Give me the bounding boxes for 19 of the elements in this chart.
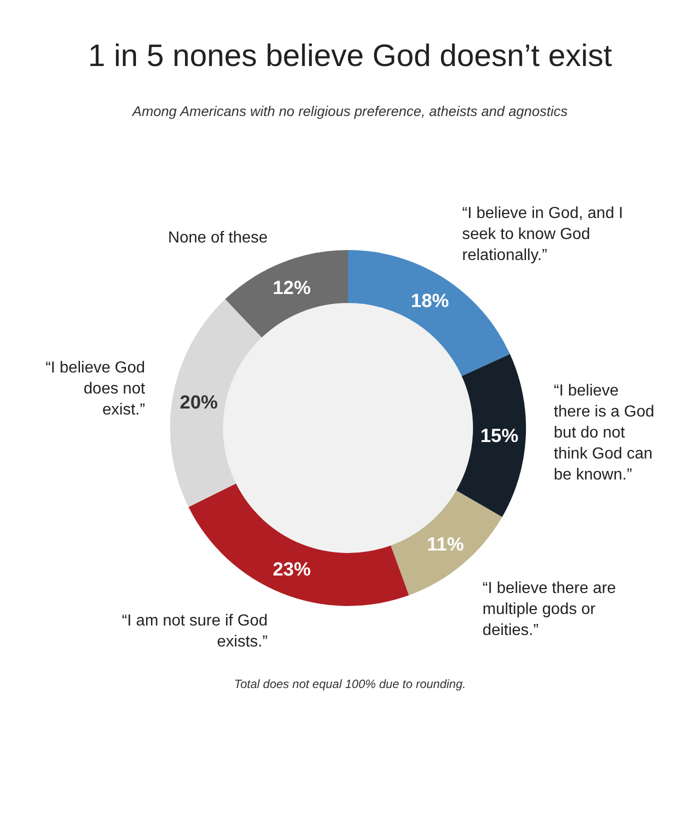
text: Total does not equal 100% due to rounding. <box>234 677 466 691</box>
data-label: 23% <box>272 559 311 580</box>
slice-label: “I believe there is a God but do not think God can be known.” <box>554 382 654 484</box>
slice-label: None of these <box>168 229 268 246</box>
data-label: 18% <box>410 291 450 312</box>
slice-label: “I believe in God, and I seek to know God relationally.” <box>462 204 624 264</box>
slice-label: “I am not sure if God exists.” <box>122 612 268 651</box>
data-label: 12% <box>272 278 311 299</box>
donut-slice <box>456 354 526 517</box>
chart-title: 1 in 5 nones believe God doesn’t exist <box>88 38 612 73</box>
chart-subtitle: Among Americans with no religious preference, atheists and agnostics <box>131 103 568 119</box>
donut-slice <box>225 250 348 338</box>
donut-slice <box>170 299 262 508</box>
slice-label: “I believe there are multiple gods or deities.” <box>482 580 616 640</box>
data-label: 11% <box>426 534 464 556</box>
slice-label: “I believe God does not exist.” <box>45 359 146 418</box>
data-label: 15% <box>480 426 518 447</box>
data-label: 20% <box>180 392 218 414</box>
donut-slice <box>188 484 409 606</box>
